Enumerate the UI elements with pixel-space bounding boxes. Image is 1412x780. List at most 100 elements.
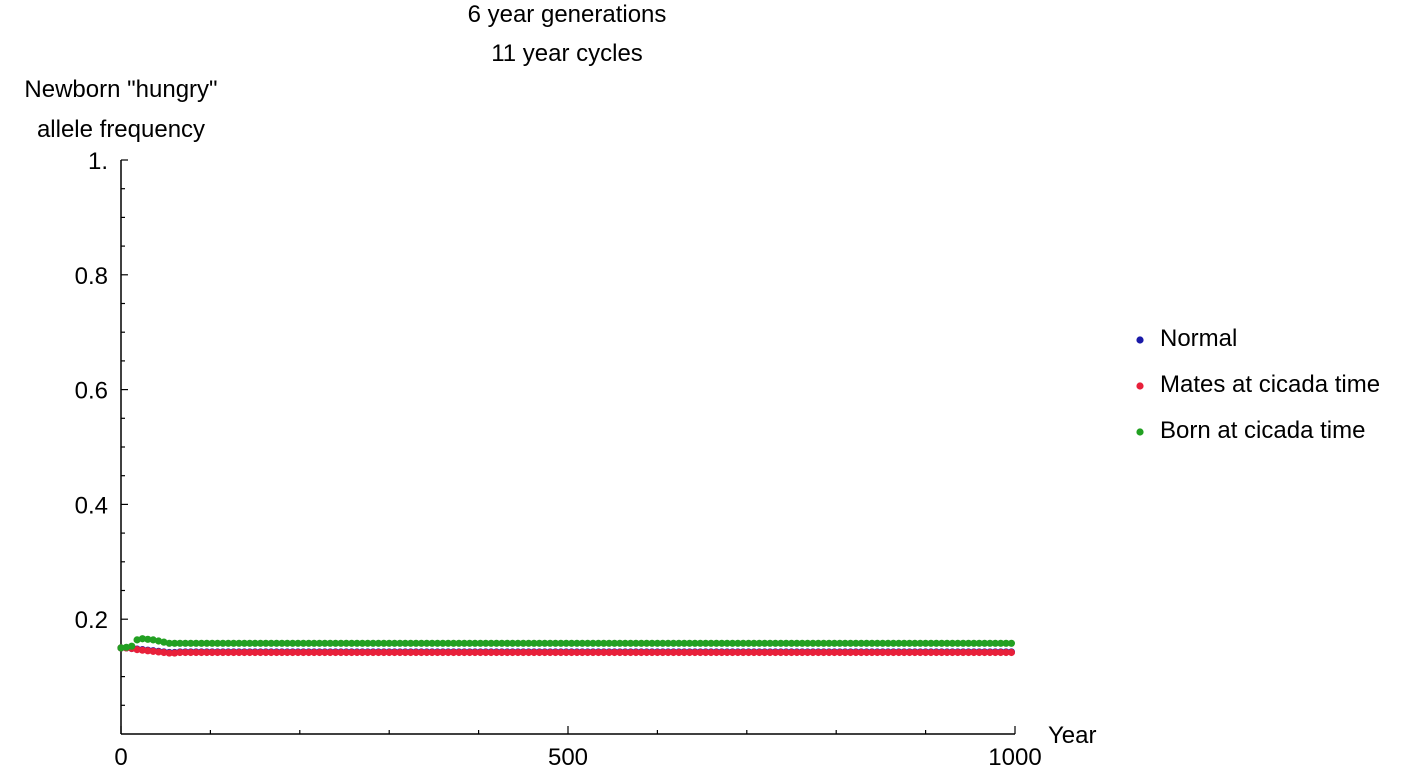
- data-point: [723, 648, 731, 657]
- data-point: [852, 648, 860, 657]
- data-point: [428, 648, 436, 657]
- data-point: [836, 648, 844, 657]
- data-point: [718, 648, 726, 657]
- data-point: [578, 648, 586, 657]
- data-point: [868, 648, 876, 657]
- data-point: [364, 639, 372, 647]
- data-point: [213, 639, 222, 647]
- data-point: [138, 646, 147, 654]
- data-point: [321, 648, 329, 657]
- data-point: [578, 639, 586, 647]
- data-point: [546, 639, 554, 647]
- data-point: [122, 643, 130, 651]
- data-point: [310, 639, 318, 647]
- data-point: [669, 648, 678, 657]
- data-point: [133, 646, 141, 654]
- data-point: [471, 639, 479, 647]
- data-point: [846, 648, 855, 657]
- data-point: [160, 648, 168, 657]
- data-point: [927, 648, 935, 657]
- data-point: [744, 639, 753, 647]
- data-point: [187, 648, 195, 657]
- data-point: [964, 639, 973, 647]
- data-point: [299, 639, 307, 647]
- data-point: [525, 648, 533, 657]
- data-point: [653, 639, 662, 647]
- data-point: [626, 639, 635, 647]
- data-point: [938, 648, 946, 657]
- data-point: [401, 648, 409, 657]
- data-point: [439, 639, 447, 647]
- data-point: [836, 639, 844, 647]
- data-point: [900, 648, 908, 657]
- data-point: [873, 648, 881, 657]
- data-point: [417, 648, 425, 657]
- data-point: [128, 642, 136, 650]
- data-point: [986, 648, 994, 657]
- y-axis-label-line-1: Newborn "hungry": [24, 76, 217, 103]
- data-point: [144, 635, 152, 643]
- data-point: [943, 648, 951, 657]
- data-point: [734, 639, 742, 647]
- x-tick-label: 1000: [988, 744, 1041, 771]
- data-point: [256, 639, 265, 647]
- data-point: [562, 648, 570, 657]
- data-point: [750, 639, 758, 647]
- data-point: [702, 639, 710, 647]
- data-point: [412, 639, 420, 647]
- data-point: [449, 648, 458, 657]
- data-point: [680, 648, 688, 657]
- data-point: [508, 639, 517, 647]
- data-point: [857, 648, 865, 657]
- data-point: [267, 648, 275, 657]
- data-point: [224, 648, 232, 657]
- data-point: [417, 639, 425, 647]
- data-point: [991, 648, 999, 657]
- data-point: [348, 648, 356, 657]
- data-point: [492, 648, 501, 657]
- data-point: [766, 639, 774, 647]
- data-point: [664, 648, 672, 657]
- data-point: [777, 639, 785, 647]
- data-point: [471, 648, 479, 657]
- data-point: [321, 639, 329, 647]
- data-point: [235, 648, 243, 657]
- data-point: [632, 639, 640, 647]
- data-point: [712, 639, 721, 647]
- data-point: [514, 639, 522, 647]
- data-point: [981, 648, 989, 657]
- data-point: [723, 639, 731, 647]
- data-point: [208, 648, 216, 657]
- data-point: [787, 648, 796, 657]
- data-point: [589, 648, 597, 657]
- data-point: [986, 639, 994, 647]
- data-point: [144, 647, 152, 655]
- data-point: [600, 648, 608, 657]
- data-point: [358, 648, 366, 657]
- data-point: [685, 648, 694, 657]
- data-point: [492, 639, 501, 647]
- data-point: [535, 648, 543, 657]
- data-point: [498, 639, 506, 647]
- data-point: [669, 639, 678, 647]
- data-point: [643, 639, 651, 647]
- data-point: [251, 648, 259, 657]
- data-point: [793, 639, 801, 647]
- data-point: [149, 647, 157, 655]
- y-tick-label: 1.: [88, 148, 108, 175]
- data-point: [605, 639, 613, 647]
- data-point: [530, 639, 538, 647]
- data-point: [734, 648, 742, 657]
- data-point: [535, 639, 543, 647]
- data-point: [390, 648, 399, 657]
- data-point: [476, 639, 484, 647]
- data-point: [192, 648, 200, 657]
- data-point: [712, 648, 721, 657]
- data-point: [428, 639, 436, 647]
- data-point: [830, 648, 839, 657]
- data-point: [444, 648, 452, 657]
- data-point: [396, 648, 404, 657]
- data-point: [262, 648, 270, 657]
- data-point: [401, 639, 409, 647]
- data-point: [476, 648, 484, 657]
